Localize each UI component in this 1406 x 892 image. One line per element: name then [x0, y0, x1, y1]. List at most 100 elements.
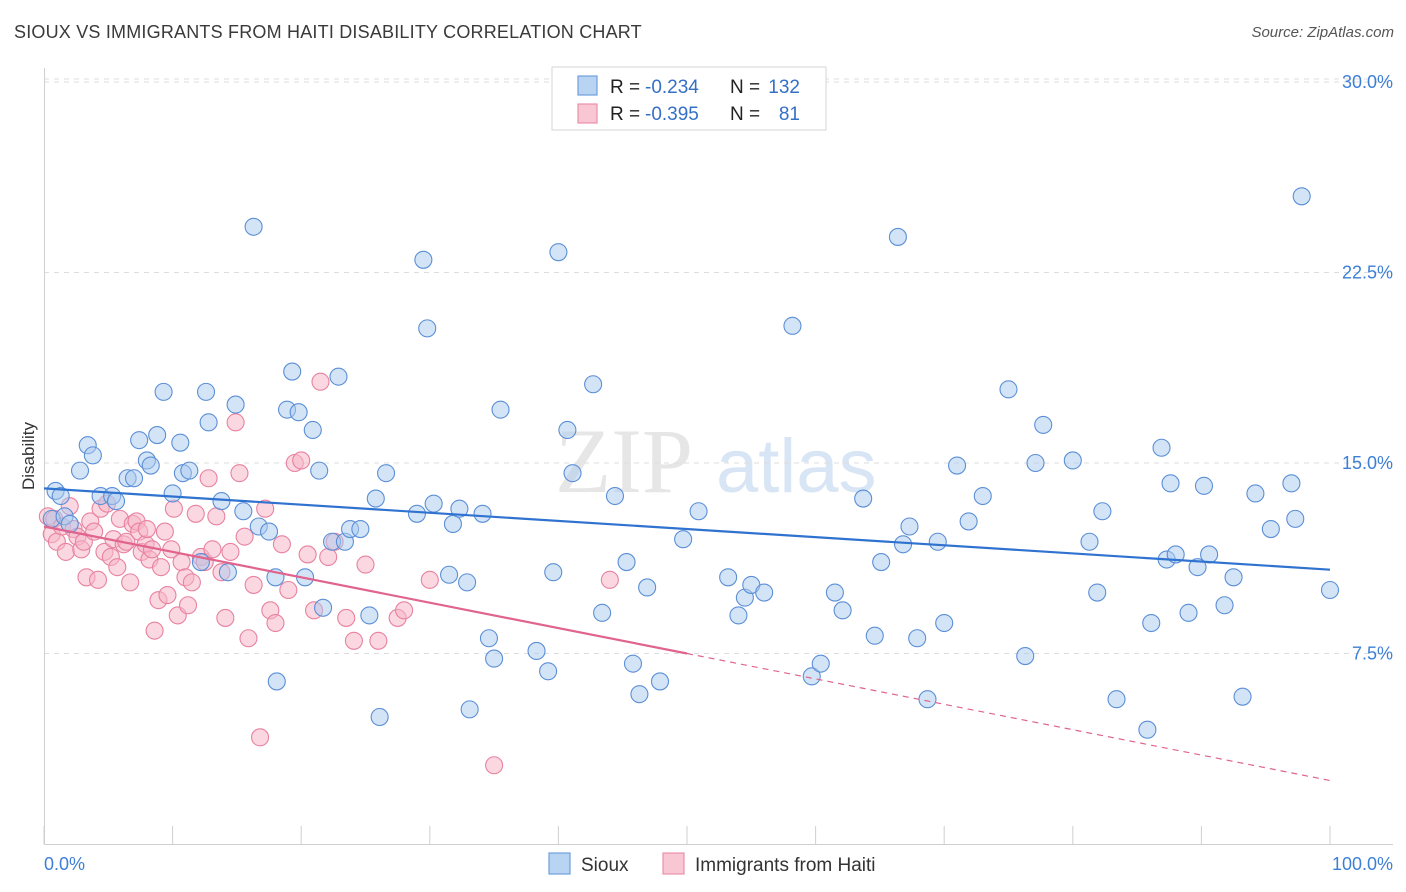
haiti-point — [485, 756, 504, 775]
haiti-point — [356, 555, 375, 574]
haiti-point — [337, 608, 356, 627]
sioux-point — [479, 629, 499, 648]
sioux-point — [171, 433, 190, 452]
sioux-point — [539, 662, 558, 681]
haiti-point — [221, 542, 240, 561]
sioux-point — [366, 489, 385, 508]
sioux-point — [783, 316, 802, 335]
watermark-zip: ZIP — [555, 410, 693, 512]
haiti-point — [121, 573, 140, 592]
x-tick-label-max: 100.0% — [1332, 854, 1393, 874]
sioux-point — [360, 606, 379, 625]
sioux-point — [485, 649, 504, 668]
sioux-point — [289, 403, 308, 422]
bottom-legend-label-sioux: Sioux — [581, 855, 629, 876]
sioux-point — [491, 400, 510, 419]
sioux-point — [351, 519, 370, 539]
sioux-point — [450, 499, 469, 518]
sioux-point — [755, 583, 774, 602]
sioux-point — [638, 578, 657, 597]
axes — [44, 68, 1393, 845]
sioux-point — [549, 243, 568, 262]
sioux-point — [259, 522, 279, 541]
sioux-point — [424, 494, 443, 513]
sioux-point — [199, 413, 218, 432]
haiti-point — [145, 621, 164, 640]
haiti-point — [344, 631, 363, 650]
sioux-point — [407, 504, 426, 523]
sioux-point — [811, 654, 830, 673]
sioux-point — [623, 654, 643, 673]
haiti-point — [292, 451, 311, 470]
haiti-point — [108, 558, 127, 577]
legend-r-label-haiti: R = — [610, 104, 640, 125]
y-tick-label: 30.0% — [1342, 72, 1393, 92]
sioux-point — [1233, 687, 1252, 706]
haiti-point — [256, 499, 275, 518]
sioux-point — [1088, 583, 1107, 602]
sioux-point — [719, 568, 738, 587]
sioux-point — [584, 375, 603, 394]
sioux-point — [617, 553, 636, 572]
y-tick-label: 7.5% — [1352, 644, 1393, 664]
haiti-point — [298, 545, 317, 564]
haiti-point — [250, 728, 270, 747]
sioux-point — [908, 629, 927, 648]
sioux-point — [440, 565, 459, 584]
bottom-legend-label-haiti: Immigrants from Haiti — [695, 855, 876, 876]
sioux-point — [212, 492, 231, 511]
haiti-point — [279, 580, 298, 600]
haiti-point — [235, 527, 254, 546]
sioux-point — [370, 707, 389, 727]
sioux-point — [1194, 476, 1214, 495]
sioux-point — [1138, 720, 1157, 739]
sioux-point — [106, 492, 126, 511]
haiti-point — [186, 504, 205, 523]
y-axis-label: Disability — [19, 421, 38, 490]
trend-lines — [43, 487, 1331, 782]
sioux-point — [1282, 474, 1301, 493]
sioux-point — [303, 420, 322, 440]
bottom-legend-swatch-haiti — [662, 852, 685, 875]
sioux-point — [1016, 646, 1035, 666]
sioux-point — [283, 362, 302, 381]
sioux-point — [458, 573, 477, 592]
sioux-point — [267, 672, 286, 691]
series-haiti-points — [38, 372, 619, 775]
haiti-point — [137, 519, 156, 539]
sioux-point — [329, 367, 348, 386]
sioux-point — [1179, 603, 1198, 622]
haiti-point — [207, 507, 226, 526]
sioux-point — [124, 469, 144, 488]
sioux-point — [244, 217, 263, 236]
sioux-point — [1224, 568, 1243, 587]
sioux-point — [234, 502, 253, 521]
haiti-point — [158, 586, 177, 605]
haiti-point — [56, 542, 75, 561]
sioux-point — [833, 601, 852, 620]
sioux-point — [802, 667, 821, 686]
sioux-point — [1261, 519, 1280, 539]
sioux-point — [959, 512, 978, 531]
legend-swatch-sioux — [577, 75, 598, 96]
sioux-point — [888, 227, 907, 246]
sioux-point — [928, 532, 947, 551]
haiti-point — [151, 558, 171, 577]
sioux-point — [1063, 451, 1082, 470]
sioux-point — [544, 563, 563, 582]
haiti-point — [88, 570, 108, 589]
sioux-point — [377, 464, 396, 483]
sioux-point — [83, 446, 102, 465]
sioux-point — [825, 583, 844, 602]
sioux-point — [218, 563, 237, 582]
haiti-point — [266, 613, 285, 633]
haiti-point — [199, 469, 218, 488]
sioux-point — [900, 517, 919, 536]
sioux-point — [935, 613, 954, 633]
legend-r-value-sioux: -0.234 — [645, 77, 699, 98]
series-legend: Sioux Immigrants from Haiti — [548, 852, 876, 876]
sioux-point — [163, 484, 182, 503]
sioux-point — [729, 606, 748, 625]
sioux-point — [865, 626, 884, 645]
